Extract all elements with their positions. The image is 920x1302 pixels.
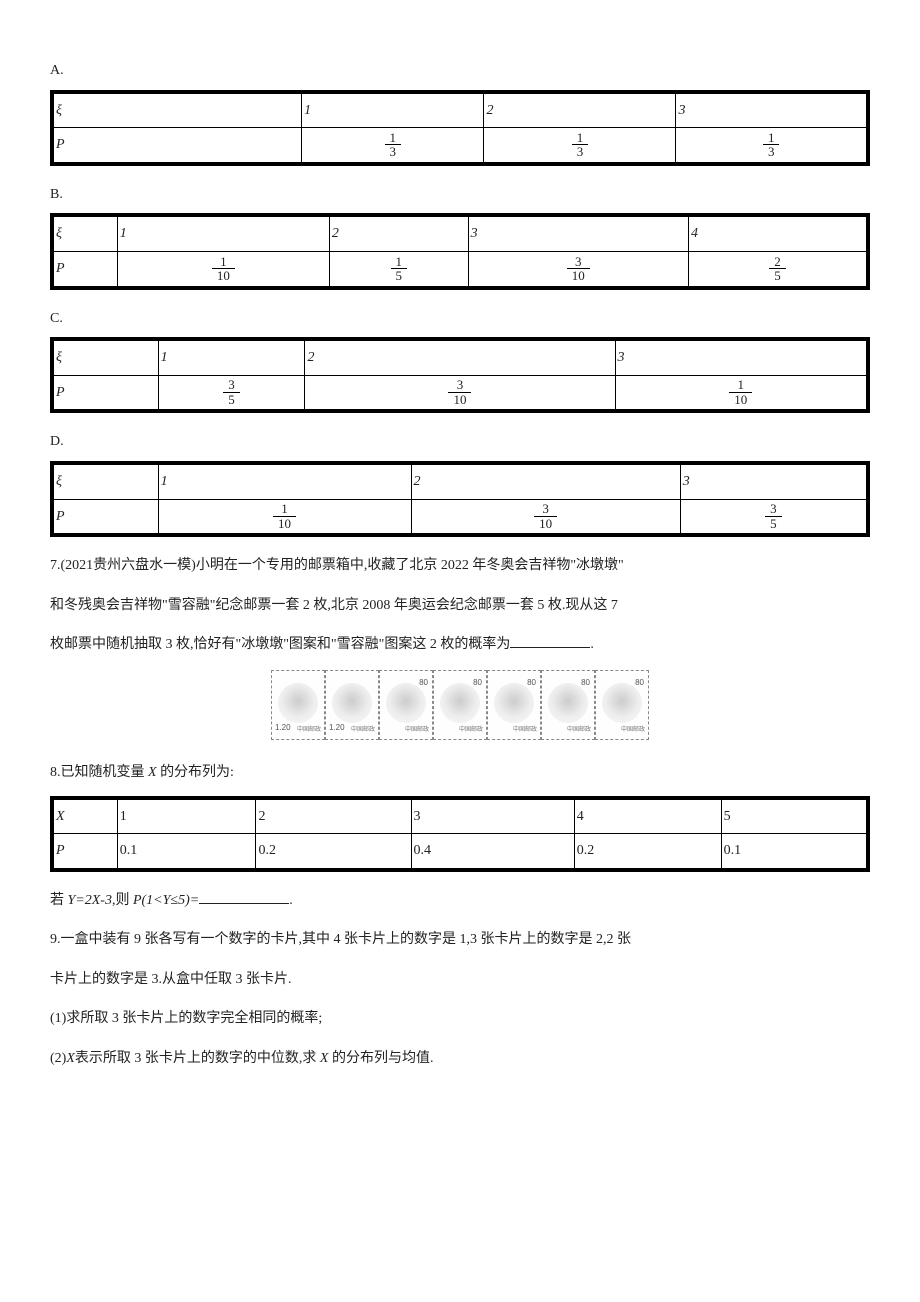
p-val: 310 [411, 499, 680, 535]
p-val: 110 [615, 375, 868, 411]
q8-lead-after: 的分布列为: [157, 765, 234, 780]
expr: Y=2X-3 [68, 893, 112, 908]
stamp-fuwa-4: 80中国邮政 [541, 670, 595, 740]
p-val: 0.2 [574, 834, 721, 870]
xi-val: 3 [680, 463, 868, 499]
q8-tail-mid: ,则 [112, 893, 133, 908]
var-x: X [148, 765, 157, 780]
dist-table-c: ξ 1 2 3 P 35 310 110 [50, 337, 870, 413]
xi-val: 3 [468, 215, 688, 251]
xi-val: 1 [302, 92, 484, 128]
xi-val: 2 [329, 215, 468, 251]
p-val: 25 [688, 251, 868, 287]
xi-val: 3 [676, 92, 868, 128]
q8-lead-text: 8.已知随机变量 [50, 765, 148, 780]
x-val: 1 [117, 798, 256, 834]
prob-expr: P(1<Y≤5)= [133, 893, 199, 908]
q8-tail-before: 若 [50, 893, 68, 908]
x-val: 3 [411, 798, 574, 834]
x-head: X [52, 798, 117, 834]
q9-l3: (1)求所取 3 张卡片上的数字完全相同的概率; [50, 1002, 870, 1036]
stamp-fuwa-1: 80中国邮政 [379, 670, 433, 740]
p-val: 110 [158, 499, 411, 535]
dist-table-b: ξ 1 2 3 4 P 110 15 310 25 [50, 213, 870, 289]
xi-head: ξ [52, 463, 158, 499]
p-val: 13 [302, 128, 484, 164]
period: . [289, 893, 293, 908]
p-val: 13 [676, 128, 868, 164]
p-val: 13 [484, 128, 676, 164]
xi-head: ξ [52, 215, 117, 251]
x-val: 4 [574, 798, 721, 834]
p-val: 35 [680, 499, 868, 535]
p-val: 310 [468, 251, 688, 287]
xi-val: 3 [615, 339, 868, 375]
xi-val: 2 [305, 339, 615, 375]
stamp-fuwa-3: 80中国邮政 [487, 670, 541, 740]
stamp-xuerongrong: 1.20中国邮政 [325, 670, 379, 740]
x-val: 2 [256, 798, 411, 834]
p-val: 0.4 [411, 834, 574, 870]
p-val: 110 [117, 251, 329, 287]
p-head: P [52, 251, 117, 287]
p-val: 35 [158, 375, 305, 411]
q7-line3-text: 枚邮票中随机抽取 3 枚,恰好有"冰墩墩"图案和"雪容融"图案这 2 枚的概率为 [50, 637, 510, 652]
xi-head: ξ [52, 339, 158, 375]
q8-tail: 若 Y=2X-3,则 P(1<Y≤5)=. [50, 884, 870, 918]
stamp-row: 1.20中国邮政 1.20中国邮政 80中国邮政 80中国邮政 80中国邮政 8… [50, 670, 870, 740]
q9-l1: 9.一盒中装有 9 张各写有一个数字的卡片,其中 4 张卡片上的数字是 1,3 … [50, 923, 870, 957]
dist-table-q8: X 1 2 3 4 5 P 0.1 0.2 0.4 0.2 0.1 [50, 796, 870, 872]
xi-val: 2 [411, 463, 680, 499]
xi-val: 2 [484, 92, 676, 128]
q7-line1: 7.(2021贵州六盘水一模)小明在一个专用的邮票箱中,收藏了北京 2022 年… [50, 549, 870, 583]
period: . [590, 637, 594, 652]
p-val: 0.2 [256, 834, 411, 870]
stamp-bingdwendwen: 1.20中国邮政 [271, 670, 325, 740]
xi-head: ξ [52, 92, 302, 128]
option-label-a: A. [50, 54, 870, 88]
q7-line3: 枚邮票中随机抽取 3 枚,恰好有"冰墩墩"图案和"雪容融"图案这 2 枚的概率为… [50, 628, 870, 662]
q9-l4-e: 的分布列与均值. [328, 1051, 433, 1066]
p-head: P [52, 834, 117, 870]
option-label-d: D. [50, 425, 870, 459]
fill-blank[interactable] [510, 635, 590, 649]
option-label-c: C. [50, 302, 870, 336]
xi-val: 1 [158, 463, 411, 499]
xi-val: 1 [117, 215, 329, 251]
xi-val: 4 [688, 215, 868, 251]
fill-blank[interactable] [199, 890, 289, 904]
dist-table-d: ξ 1 2 3 P 110 310 35 [50, 461, 870, 537]
p-head: P [52, 375, 158, 411]
q8-lead: 8.已知随机变量 X 的分布列为: [50, 756, 870, 790]
q7-line2: 和冬残奥会吉祥物"雪容融"纪念邮票一套 2 枚,北京 2008 年奥运会纪念邮票… [50, 589, 870, 623]
p-val: 0.1 [721, 834, 868, 870]
p-val: 310 [305, 375, 615, 411]
p-head: P [52, 128, 302, 164]
option-label-b: B. [50, 178, 870, 212]
q9-l4-a: (2) [50, 1051, 66, 1066]
q9-l4: (2)X表示所取 3 张卡片上的数字的中位数,求 X 的分布列与均值. [50, 1042, 870, 1076]
q9-l4-c: 表示所取 3 张卡片上的数字的中位数,求 [75, 1051, 320, 1066]
stamp-fuwa-5: 80中国邮政 [595, 670, 649, 740]
x-val: 5 [721, 798, 868, 834]
xi-val: 1 [158, 339, 305, 375]
p-val: 15 [329, 251, 468, 287]
q9-l2: 卡片上的数字是 3.从盒中任取 3 张卡片. [50, 963, 870, 997]
stamp-fuwa-2: 80中国邮政 [433, 670, 487, 740]
dist-table-a: ξ 1 2 3 P 13 13 13 [50, 90, 870, 166]
p-head: P [52, 499, 158, 535]
p-val: 0.1 [117, 834, 256, 870]
var-x: X [66, 1051, 75, 1066]
